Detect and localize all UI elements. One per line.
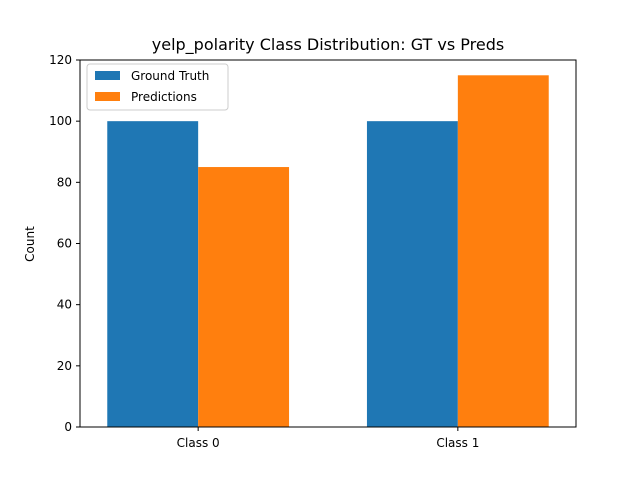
- legend-label-ground-truth: Ground Truth: [131, 69, 209, 83]
- x-tick-label: Class 1: [436, 436, 479, 450]
- y-axis-ticks: 0 20 40 60 80 100 120: [49, 53, 80, 434]
- y-tick-label: 40: [57, 298, 72, 312]
- y-axis-label: Count: [23, 226, 37, 262]
- legend-label-predictions: Predictions: [131, 90, 197, 104]
- chart-title: yelp_polarity Class Distribution: GT vs …: [152, 35, 504, 55]
- legend-swatch-predictions: [95, 92, 120, 101]
- y-tick-label: 100: [49, 114, 72, 128]
- bar-predictions-class-1: [457, 75, 549, 428]
- bars-group: [107, 75, 549, 428]
- x-tick-label: Class 0: [177, 436, 220, 450]
- plot-frame: [79, 59, 577, 428]
- x-axis-ticks: Class 0 Class 1: [177, 427, 479, 450]
- y-tick-label: 120: [49, 53, 72, 67]
- legend: Ground Truth Predictions: [86, 63, 229, 111]
- y-tick-label: 80: [57, 175, 72, 189]
- y-tick-label: 60: [57, 237, 72, 251]
- bar-ground-truth-class-1: [366, 121, 458, 428]
- legend-box: [86, 63, 229, 111]
- bar-ground-truth-class-0: [107, 121, 199, 428]
- y-tick-label: 20: [57, 359, 72, 373]
- y-tick-label: 0: [64, 420, 72, 434]
- bar-predictions-class-0: [198, 167, 290, 427]
- legend-swatch-ground-truth: [95, 71, 120, 80]
